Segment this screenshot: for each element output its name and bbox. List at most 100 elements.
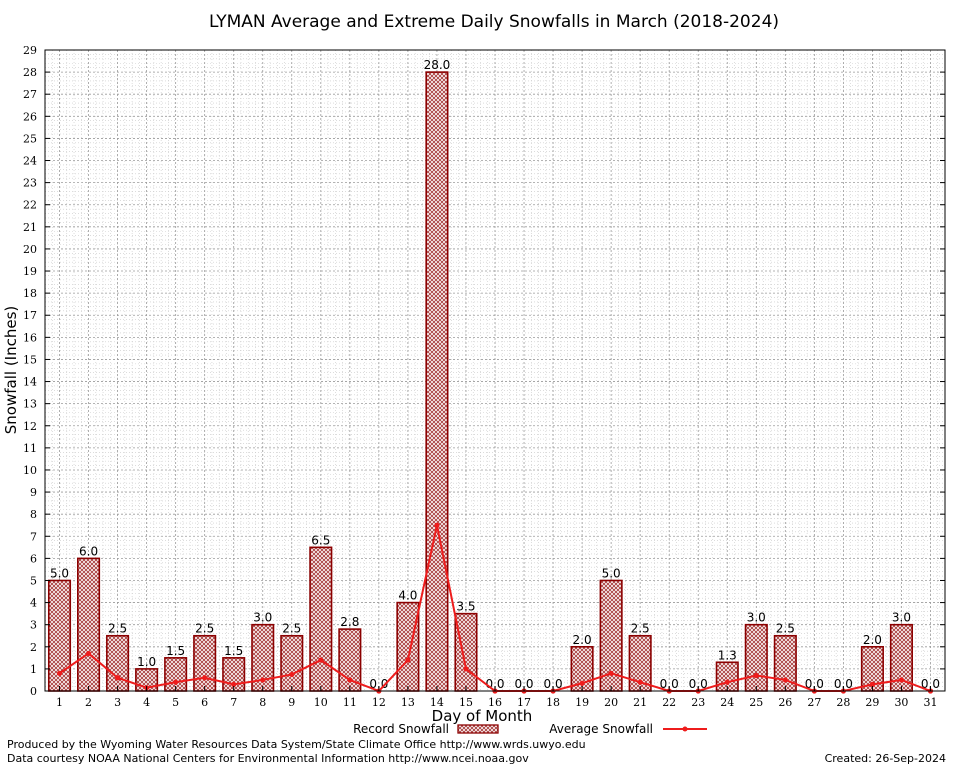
x-tick-label: 30 bbox=[894, 696, 908, 709]
x-tick-label: 25 bbox=[749, 696, 763, 709]
y-tick-label: 13 bbox=[23, 398, 37, 411]
bar-value-label: 0.0 bbox=[689, 677, 708, 691]
y-tick-label: 20 bbox=[23, 243, 37, 256]
x-tick-label: 21 bbox=[633, 696, 647, 709]
x-tick-label: 20 bbox=[604, 696, 618, 709]
x-tick-label: 10 bbox=[314, 696, 328, 709]
y-tick-label: 15 bbox=[23, 353, 37, 366]
bar-value-label: 1.5 bbox=[166, 644, 185, 658]
record-bar bbox=[106, 634, 130, 692]
record-bar bbox=[193, 634, 217, 692]
average-point bbox=[753, 672, 759, 679]
y-tick-label: 16 bbox=[23, 331, 37, 344]
bar-labels-group: 5.0 6.0 2.5 1.0 1.5 2.5 1.5 3.0 2.5 6.5 2.8 0.0 4.0 2… bbox=[50, 58, 940, 691]
x-tick-label: 28 bbox=[836, 696, 850, 709]
bar-value-label: 4.0 bbox=[398, 589, 417, 603]
x-tick-label: 8 bbox=[259, 696, 266, 709]
bar-value-label: 2.5 bbox=[195, 622, 214, 636]
bar-value-label: 1.0 bbox=[137, 655, 156, 669]
bar-value-label: 2.8 bbox=[340, 615, 359, 629]
x-tick-label: 5 bbox=[172, 696, 179, 709]
bar-value-label: 1.3 bbox=[718, 648, 737, 662]
average-point bbox=[869, 681, 876, 687]
bar-value-label: 2.0 bbox=[863, 633, 882, 647]
average-point bbox=[898, 677, 905, 683]
bar-value-label: 3.0 bbox=[892, 611, 911, 625]
record-bar bbox=[309, 546, 333, 692]
bar-value-label: 0.0 bbox=[514, 677, 533, 691]
y-tick-label: 28 bbox=[23, 66, 37, 79]
average-point bbox=[318, 657, 324, 663]
y-tick-label: 6 bbox=[30, 552, 37, 565]
y-tick-label: 25 bbox=[23, 132, 37, 145]
average-point bbox=[782, 677, 788, 683]
y-tick-label: 19 bbox=[23, 265, 37, 278]
bar-value-label: 28.0 bbox=[424, 58, 451, 72]
average-point bbox=[608, 670, 614, 676]
y-tick-label: 10 bbox=[23, 464, 37, 477]
x-tick-label: 1 bbox=[56, 696, 63, 709]
y-tick-label: 27 bbox=[23, 88, 37, 101]
bar-value-label: 0.0 bbox=[369, 677, 388, 691]
record-bar bbox=[454, 612, 478, 692]
grid bbox=[44, 50, 946, 691]
y-tick-label: 21 bbox=[23, 221, 37, 234]
x-tick-label: 27 bbox=[807, 696, 821, 709]
average-point bbox=[260, 677, 266, 683]
x-tick-label: 7 bbox=[230, 696, 237, 709]
x-tick-label: 31 bbox=[923, 696, 937, 709]
record-bar bbox=[77, 557, 101, 692]
bar-value-label: 0.0 bbox=[660, 677, 679, 691]
x-tick-label: 9 bbox=[288, 696, 295, 709]
y-tick-label: 29 bbox=[23, 44, 37, 57]
x-tick-label: 6 bbox=[201, 696, 208, 709]
y-tick-label: 9 bbox=[30, 486, 37, 499]
y-tick-label: 14 bbox=[23, 376, 37, 389]
legend: Record Snowfall Average Snowfall bbox=[353, 722, 707, 736]
bar-value-label: 2.5 bbox=[108, 622, 127, 636]
average-point bbox=[637, 679, 643, 685]
x-tick-label: 2 bbox=[85, 696, 92, 709]
y-tick-label: 23 bbox=[23, 177, 37, 190]
y-tick-label: 24 bbox=[23, 155, 37, 168]
x-tick-label: 29 bbox=[865, 696, 879, 709]
record-bar bbox=[280, 634, 304, 692]
x-tick-label: 18 bbox=[546, 696, 560, 709]
bar-value-label: 1.5 bbox=[224, 644, 243, 658]
legend-average-marker bbox=[682, 726, 688, 732]
y-tick-label: 8 bbox=[30, 508, 37, 521]
x-tick-label: 26 bbox=[778, 696, 792, 709]
y-tick-label: 1 bbox=[30, 663, 37, 676]
average-point bbox=[289, 671, 295, 678]
y-axis-label: Snowfall (Inches) bbox=[2, 306, 20, 434]
y-ticks-group: 0123456789101112131415161718192021222324… bbox=[23, 44, 945, 698]
bar-value-label: 3.5 bbox=[456, 600, 475, 614]
y-tick-label: 18 bbox=[23, 287, 37, 300]
x-tick-label: 23 bbox=[691, 696, 705, 709]
x-tick-label: 14 bbox=[430, 696, 444, 709]
x-tick-label: 13 bbox=[401, 696, 415, 709]
average-point bbox=[405, 657, 411, 663]
x-tick-label: 12 bbox=[372, 696, 386, 709]
average-point bbox=[579, 680, 585, 686]
bar-value-label: 6.0 bbox=[79, 544, 98, 558]
average-point bbox=[202, 675, 208, 681]
y-tick-label: 3 bbox=[30, 619, 37, 632]
bar-value-label: 2.5 bbox=[631, 622, 650, 636]
y-tick-label: 11 bbox=[23, 442, 37, 455]
x-tick-label: 11 bbox=[343, 696, 357, 709]
bar-value-label: 0.0 bbox=[544, 677, 563, 691]
record-bar bbox=[744, 623, 768, 692]
record-bar bbox=[425, 71, 449, 692]
x-tick-label: 3 bbox=[114, 696, 121, 709]
bar-value-label: 0.0 bbox=[834, 677, 853, 691]
y-tick-label: 5 bbox=[30, 574, 37, 587]
average-point bbox=[347, 677, 353, 683]
chart-title: LYMAN Average and Extreme Daily Snowfall… bbox=[209, 12, 779, 32]
footer-produced-by: Produced by the Wyoming Water Resources … bbox=[7, 738, 586, 751]
footer-created: Created: 26-Sep-2024 bbox=[824, 752, 946, 765]
bar-value-label: 3.0 bbox=[253, 611, 272, 625]
y-tick-label: 22 bbox=[23, 199, 37, 212]
average-point bbox=[724, 679, 730, 685]
